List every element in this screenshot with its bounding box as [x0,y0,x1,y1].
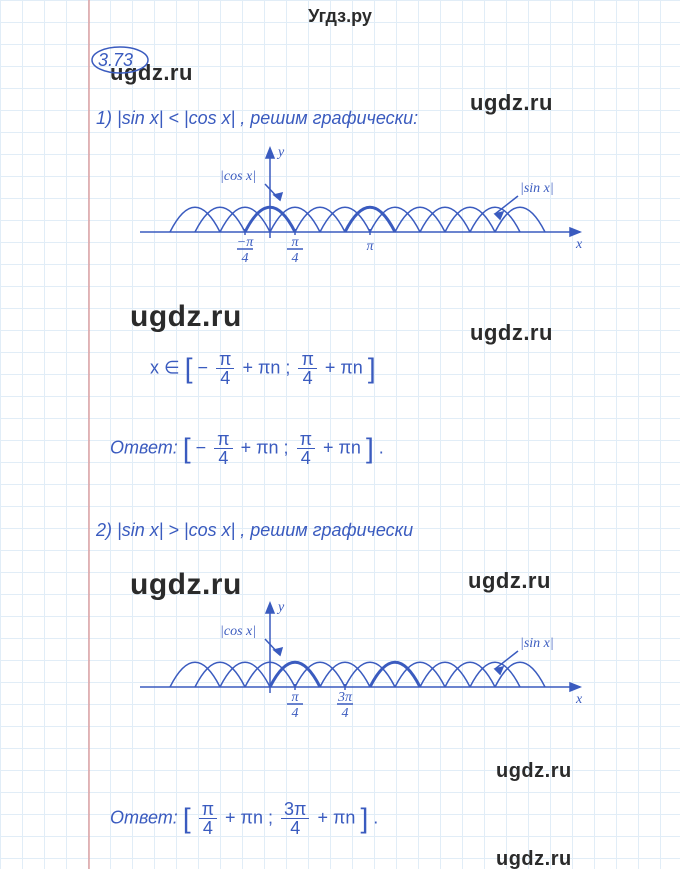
bracket-close-icon: ] [368,353,376,384]
svg-text:|cos x|: |cos x| [220,169,256,184]
answer-label: Ответ: [110,807,183,827]
watermark: ugdz.ru [470,90,553,116]
fraction: π 4 [214,430,232,467]
watermark: ugdz.ru [468,568,551,594]
problem-number-badge: 3.73 [98,50,133,71]
period: . [373,807,378,827]
svg-text:y: y [276,600,285,615]
bracket-open-icon: [ [183,803,191,834]
page-header: Угдз.ру [0,6,680,27]
watermark: ugdz.ru [496,760,572,783]
tail: + πn [323,437,361,457]
neg-sign: − [197,357,208,377]
svg-text:x: x [575,237,583,252]
part1-statement: 1) |sin x| < |cos x| , решим графически: [96,108,418,129]
separator: ; [285,357,295,377]
neg-sign: − [196,437,207,457]
bracket-open-icon: [ [183,433,191,464]
svg-text:4: 4 [242,251,249,266]
svg-text:x: x [575,692,583,707]
watermark: ugdz.ru [470,320,553,346]
part2-answer: Ответ: [ π 4 + πn ; 3π 4 + πn ] . [110,800,378,837]
part2-graph: yx|cos x||sin x|π43π4 [130,595,590,715]
svg-text:y: y [276,145,285,160]
bracket-close-icon: ] [360,803,368,834]
fraction: π 4 [216,350,234,387]
watermark: ugdz.ru [496,848,572,871]
bracket-close-icon: ] [366,433,374,464]
svg-text:|cos x|: |cos x| [220,624,256,639]
part2-index: 2) [96,520,117,540]
margin-line [88,0,90,869]
tail: + πn [225,807,263,827]
separator: ; [268,807,278,827]
fraction: π 4 [297,430,315,467]
part2-suffix: , решим графически [240,520,413,540]
period: . [379,437,384,457]
svg-text:−π: −π [237,235,254,250]
svg-text:4: 4 [292,251,299,266]
svg-text:3π: 3π [337,690,353,705]
badge-ellipse-icon [90,46,154,76]
part1-index: 1) [96,108,117,128]
svg-text:π: π [291,690,299,705]
watermark: ugdz.ru [130,300,242,334]
tail: + πn [325,357,363,377]
fraction: π 4 [199,800,217,837]
part1-inequality: |sin x| < |cos x| [117,108,235,128]
part1-interval: x ∈ [ − π 4 + πn ; π 4 + πn ] [150,350,376,387]
tail: + πn [317,807,355,827]
svg-text:π: π [366,239,374,254]
part1-graph: yx|cos x||sin x|−π4π4π [130,140,590,260]
interval-prefix: x ∈ [150,357,185,377]
svg-text:π: π [291,235,299,250]
part1-suffix: , решим графически: [240,108,418,128]
svg-text:|sin x|: |sin x| [520,181,554,196]
part2-statement: 2) |sin x| > |cos x| , решим графически [96,520,413,541]
tail: + πn [241,437,279,457]
part2-inequality: |sin x| > |cos x| [117,520,235,540]
svg-text:|sin x|: |sin x| [520,636,554,651]
fraction: 3π 4 [281,800,309,837]
svg-text:4: 4 [292,706,299,721]
separator: ; [284,437,294,457]
fraction: π 4 [298,350,316,387]
svg-text:4: 4 [342,706,349,721]
tail: + πn [242,357,280,377]
part1-answer: Ответ: [ − π 4 + πn ; π 4 + πn ] . [110,430,384,467]
answer-label: Ответ: [110,437,183,457]
bracket-open-icon: [ [185,353,193,384]
